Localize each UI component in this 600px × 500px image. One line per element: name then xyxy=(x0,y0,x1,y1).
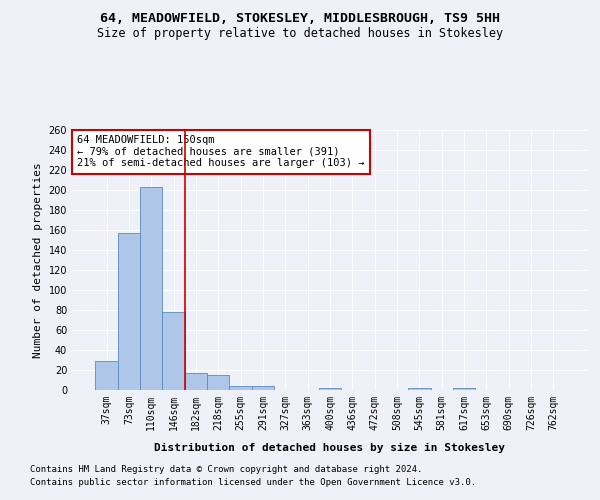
Text: 64, MEADOWFIELD, STOKESLEY, MIDDLESBROUGH, TS9 5HH: 64, MEADOWFIELD, STOKESLEY, MIDDLESBROUG… xyxy=(100,12,500,26)
Bar xyxy=(408,388,431,390)
Bar xyxy=(95,361,118,390)
Text: 64 MEADOWFIELD: 150sqm
← 79% of detached houses are smaller (391)
21% of semi-de: 64 MEADOWFIELD: 150sqm ← 79% of detached… xyxy=(77,135,365,168)
Bar xyxy=(252,386,274,390)
Bar xyxy=(118,233,140,390)
Text: Size of property relative to detached houses in Stokesley: Size of property relative to detached ho… xyxy=(97,28,503,40)
Bar xyxy=(185,373,207,390)
Text: Contains HM Land Registry data © Crown copyright and database right 2024.: Contains HM Land Registry data © Crown c… xyxy=(30,466,422,474)
Bar xyxy=(453,388,475,390)
Y-axis label: Number of detached properties: Number of detached properties xyxy=(33,162,43,358)
Bar xyxy=(163,312,185,390)
Bar xyxy=(229,386,252,390)
Text: Distribution of detached houses by size in Stokesley: Distribution of detached houses by size … xyxy=(155,442,505,452)
Text: Contains public sector information licensed under the Open Government Licence v3: Contains public sector information licen… xyxy=(30,478,476,487)
Bar xyxy=(140,187,163,390)
Bar xyxy=(319,388,341,390)
Bar xyxy=(207,375,229,390)
